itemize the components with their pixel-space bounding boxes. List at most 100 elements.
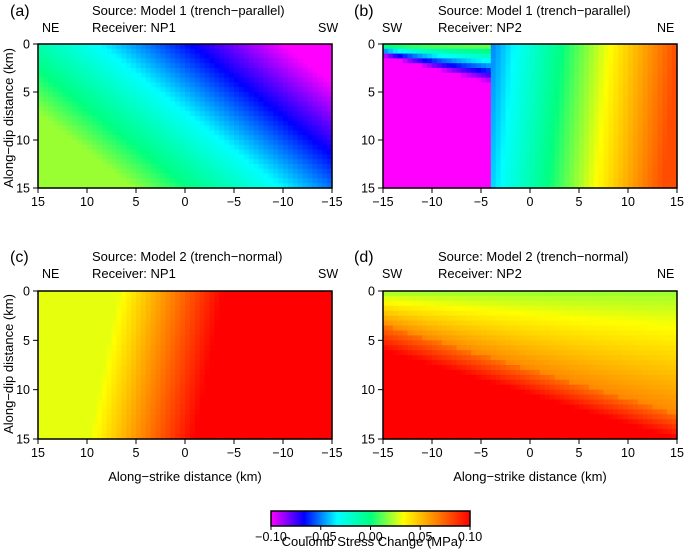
heatmap-cell (588, 120, 595, 127)
heatmap-cell (62, 106, 68, 112)
heatmap-cell (170, 120, 176, 127)
heatmap-cell (322, 68, 328, 74)
heatmap-cell (87, 310, 93, 317)
heatmap-cell (317, 325, 323, 332)
heatmap-cell (287, 130, 294, 136)
heatmap-cell (111, 111, 117, 117)
heatmap-cell (534, 58, 541, 64)
heatmap-cell (485, 68, 492, 74)
heatmap-cell (327, 58, 333, 64)
heatmap-cell (466, 111, 472, 117)
heatmap-cell (170, 164, 176, 170)
heatmap-cell (238, 305, 245, 312)
heatmap-cell (302, 77, 309, 83)
heatmap-cell (436, 154, 443, 160)
heatmap-cell (82, 68, 88, 74)
heatmap-cell (47, 365, 54, 371)
heatmap-cell (574, 53, 580, 59)
heatmap-cell (273, 149, 279, 155)
heatmap-cell (38, 144, 44, 151)
heatmap-cell (185, 335, 191, 341)
heatmap-cell (574, 125, 580, 131)
heatmap-cell (322, 72, 328, 79)
heatmap-cell (427, 154, 433, 160)
heatmap-cell (471, 149, 477, 155)
heatmap-cell (136, 350, 142, 356)
heatmap-cell (608, 149, 614, 155)
heatmap-cell (613, 92, 619, 98)
heatmap-cell (121, 48, 127, 55)
heatmap-cell (598, 77, 605, 83)
heatmap-cell (579, 159, 585, 165)
heatmap-cell (77, 295, 83, 302)
heatmap-cell (121, 384, 127, 391)
heatmap-cell (67, 120, 73, 127)
heatmap-cell (510, 101, 516, 107)
heatmap-cell (77, 130, 83, 136)
heatmap-cell (101, 106, 108, 112)
heatmap-cell (307, 345, 313, 351)
heatmap-cell (224, 384, 230, 391)
heatmap-cell (229, 183, 235, 189)
heatmap-cell (642, 183, 649, 189)
heatmap-cell (204, 365, 211, 371)
heatmap-cell (637, 48, 644, 55)
heatmap-cell (224, 325, 230, 332)
heatmap-cell (559, 159, 565, 165)
heatmap-cell (583, 183, 590, 189)
heatmap-cell (91, 101, 98, 107)
heatmap-cell (297, 168, 304, 175)
heatmap-cell (662, 164, 668, 170)
heatmap-cell (82, 330, 88, 336)
heatmap-cell (258, 305, 264, 312)
heatmap-cell (287, 68, 294, 74)
heatmap-cell (530, 178, 536, 184)
heatmap-cell (283, 295, 289, 302)
heatmap-cell (189, 116, 196, 122)
heatmap-cell (327, 178, 333, 184)
heatmap-cell (229, 164, 235, 170)
heatmap-cell (608, 164, 614, 170)
heatmap-cell (317, 164, 323, 170)
heatmap-cell (248, 379, 255, 386)
heatmap-cell (116, 154, 122, 160)
heatmap-cell (461, 87, 467, 93)
heatmap-cell (243, 106, 250, 112)
heatmap-cell (297, 325, 304, 332)
heatmap-cell (549, 149, 556, 155)
heatmap-cell (598, 111, 605, 117)
heatmap-cell (204, 350, 211, 356)
heatmap-cell (136, 87, 142, 93)
heatmap-cell (495, 96, 502, 103)
heatmap-cell (131, 44, 137, 50)
heatmap-cell (436, 92, 443, 98)
heatmap-cell (402, 120, 409, 127)
heatmap-cell (632, 53, 639, 59)
heatmap-cell (539, 63, 546, 69)
heatmap-cell (160, 365, 166, 371)
heatmap-cell (136, 394, 142, 401)
heatmap-cell (593, 116, 600, 122)
heatmap-cell (77, 159, 83, 165)
heatmap-cell (317, 149, 323, 155)
heatmap-cell (52, 365, 59, 371)
heatmap-cell (52, 154, 59, 160)
heatmap-cell (194, 140, 201, 146)
heatmap-cell (451, 154, 458, 160)
heatmap-cell (96, 106, 103, 112)
heatmap-cell (57, 63, 64, 69)
heatmap-cell (72, 87, 78, 93)
heatmap-cell (623, 48, 629, 55)
heatmap-cell (608, 154, 614, 160)
heatmap-cell (559, 178, 565, 184)
heatmap-cell (268, 125, 274, 131)
heatmap-cell (214, 325, 220, 332)
heatmap-cell (214, 87, 220, 93)
heatmap-cell (209, 44, 215, 50)
heatmap-cell (387, 77, 394, 83)
heatmap-cell (224, 345, 230, 351)
heatmap-cell (534, 44, 541, 50)
heatmap-cell (515, 87, 521, 93)
heatmap-cell (38, 295, 44, 302)
heatmap-cell (243, 154, 250, 160)
